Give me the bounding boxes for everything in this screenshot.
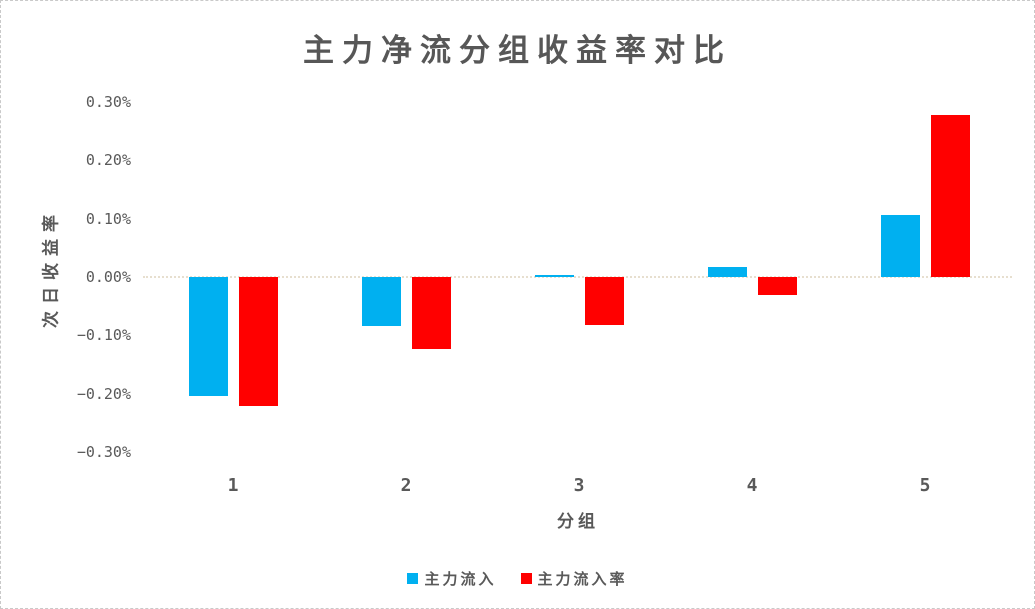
- zero-axis-line: [143, 276, 1012, 278]
- x-tick-label: 4: [746, 475, 758, 496]
- y-tick-label: 0.30%: [85, 93, 131, 112]
- bar-series1-group2: [361, 277, 401, 326]
- y-tick-label: 0.20%: [85, 151, 131, 170]
- chart-title: 主力净流分组收益率对比: [303, 33, 732, 69]
- bar-series1-group3: [534, 275, 574, 277]
- x-tick-label: 3: [573, 475, 585, 496]
- bar-series1-group4: [707, 267, 747, 277]
- bar-series2-group5: [930, 115, 970, 277]
- legend-item-series2: 主力流入率: [520, 568, 628, 589]
- x-tick-label: 1: [227, 475, 239, 496]
- y-tick-label: 0.10%: [85, 209, 131, 228]
- legend-swatch-icon: [407, 573, 419, 584]
- legend-swatch-icon: [520, 573, 532, 584]
- legend-item-series1: 主力流入: [407, 568, 496, 589]
- y-tick-label: 0.00%: [85, 268, 131, 286]
- legend-label: 主力流入率: [537, 570, 628, 588]
- x-tick-label: 5: [919, 475, 931, 496]
- y-tick-label: −0.30%: [76, 442, 131, 461]
- bar-series2-group1: [238, 277, 278, 406]
- x-tick-label: 2: [400, 475, 412, 496]
- bar-series1-group5: [880, 215, 920, 277]
- legend: 主力流入 主力流入率: [1, 568, 1034, 589]
- y-tick-label: −0.20%: [76, 384, 131, 403]
- y-tick-label: −0.10%: [76, 326, 131, 345]
- bar-series2-group4: [757, 277, 797, 295]
- legend-label: 主力流入: [424, 570, 497, 588]
- x-axis-title: 分组: [557, 512, 599, 532]
- bar-series2-group3: [584, 277, 624, 325]
- bar-series1-group1: [188, 277, 228, 396]
- bar-series2-group2: [411, 277, 451, 349]
